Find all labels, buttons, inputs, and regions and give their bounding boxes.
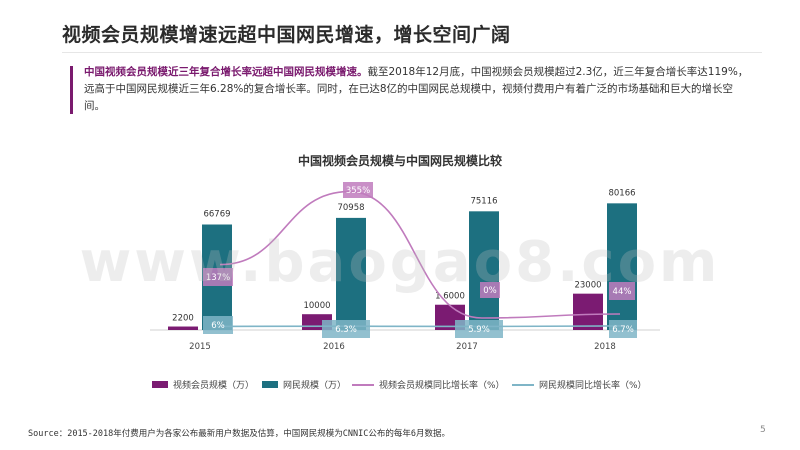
legend-netizen-label: 网民规模（万） [283, 381, 347, 391]
netizen-rate-label: 6% [211, 321, 225, 331]
summary-accent-bar [70, 66, 73, 114]
netizen-rate-label-bg [609, 320, 637, 338]
netizen-bar-2017 [469, 211, 499, 330]
legend-member-swatch [152, 381, 168, 388]
category-label-2017: 2017 [456, 342, 478, 352]
netizen-rate-label-bg [455, 320, 503, 338]
legend-member-rate-label: 视频会员规模同比增长率（%） [379, 381, 505, 391]
member-rate-label-bg [343, 182, 373, 198]
summary-paragraph: 中国视频会员规模近三年复合增长率远超中国网民规模增速。截至2018年12月底，中… [84, 64, 754, 115]
legend-member-bar: 视频会员规模（万） [152, 378, 254, 391]
netizen-rate-label-bg [203, 316, 233, 334]
member-rate-label-bg [203, 268, 233, 286]
legend-member-rate: 视频会员规模同比增长率（%） [352, 378, 505, 391]
netizen-rate-label: 6.3% [335, 325, 357, 335]
member-value-label: 23000 [574, 281, 601, 291]
member-rate-label-bg [480, 282, 500, 298]
summary-highlight: 中国视频会员规模近三年复合增长率远超中国网民规模增速。 [84, 66, 368, 78]
netizen-value-label: 75116 [470, 196, 497, 206]
member-bar-2015 [168, 326, 198, 330]
page-number: 5 [760, 425, 766, 435]
netizen-value-label: 66769 [203, 210, 230, 220]
netizen-value-label: 80166 [608, 188, 635, 198]
category-label-2018: 2018 [594, 342, 616, 352]
title-divider [62, 52, 762, 53]
member-value-label: 10000 [303, 301, 330, 311]
member-value-label: 1 6000 [435, 292, 465, 302]
legend-netizen-swatch [262, 381, 278, 388]
legend-netizen-rate: 网民规模同比增长率（%） [512, 378, 647, 391]
category-label-2015: 2015 [189, 342, 211, 352]
legend-member-label: 视频会员规模（万） [173, 381, 255, 391]
member-rate-label: 44% [613, 287, 632, 297]
member-growth-rate-line [219, 190, 621, 319]
legend-netizen-rate-swatch [512, 383, 534, 386]
legend-netizen-bar: 网民规模（万） [262, 378, 346, 391]
category-label-2016: 2016 [323, 342, 345, 352]
legend-member-rate-swatch [352, 383, 374, 386]
netizen-rate-label-bg [322, 320, 370, 338]
netizen-rate-label: 6.7% [612, 325, 634, 335]
chart-title: 中国视频会员规模与中国网民规模比较 [297, 154, 502, 168]
netizen-bar-2016 [336, 217, 366, 330]
source-note: Source：2015-2018年付费用户为各家公布最新用户数据及估算，中国网民… [28, 429, 450, 439]
member-bar-2018 [573, 293, 603, 330]
netizen-bar-2018 [607, 203, 637, 330]
legend-netizen-rate-label: 网民规模同比增长率（%） [539, 381, 647, 391]
member-rate-label: 0% [483, 286, 497, 296]
member-rate-label: 137% [206, 273, 230, 283]
netizen-value-label: 70958 [337, 203, 364, 213]
member-value-label: 2200 [172, 314, 194, 324]
netizen-rate-label: 5.9% [468, 325, 490, 335]
summary-text: 截至2018年12月底，中国视频会员规模超过2.3亿，近三年复合增长率达119%… [84, 66, 749, 112]
page-title: 视频会员规模增速远超中国网民增速，增长空间广阔 [62, 24, 511, 46]
member-rate-label: 355% [346, 186, 370, 196]
member-rate-label-bg [609, 282, 635, 300]
